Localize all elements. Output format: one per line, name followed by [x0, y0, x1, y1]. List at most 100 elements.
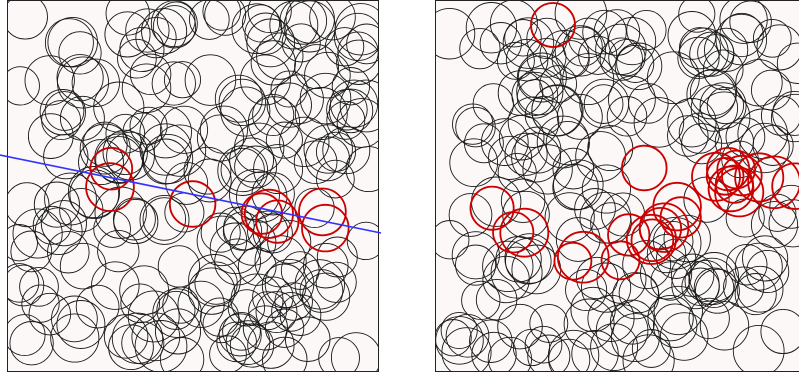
circle: [227, 289, 266, 327]
circle: [736, 265, 784, 313]
circle: [28, 292, 72, 336]
circle: [120, 283, 161, 324]
circle: [647, 51, 700, 105]
circle: [250, 40, 296, 86]
circle: [8, 66, 40, 106]
circle: [436, 7, 476, 60]
highlighted-circle: [630, 218, 675, 263]
circle: [252, 93, 295, 137]
circle: [152, 288, 202, 338]
circle: [482, 240, 534, 293]
circle: [58, 31, 102, 75]
circle: [516, 68, 564, 116]
circle: [241, 4, 281, 43]
circle: [647, 294, 694, 342]
circle: [524, 325, 563, 364]
circle: [689, 68, 738, 116]
circle: [93, 210, 131, 248]
circle: [346, 221, 378, 261]
circle: [339, 79, 378, 133]
circle: [702, 49, 744, 91]
circle: [678, 1, 716, 33]
circle: [734, 242, 783, 291]
circle: [448, 193, 493, 237]
circle: [202, 1, 241, 31]
circle: [108, 324, 154, 371]
circle: [689, 31, 735, 77]
highlighted-circle: [659, 196, 702, 239]
circle: [552, 147, 595, 190]
circle: [511, 71, 559, 119]
circle: [746, 249, 790, 294]
circle: [333, 12, 378, 61]
highlighted-circle: [469, 185, 515, 231]
circle: [143, 133, 194, 185]
circle: [131, 312, 181, 362]
circle: [574, 188, 616, 230]
circle: [667, 115, 709, 157]
circle: [750, 69, 792, 111]
circle: [255, 291, 298, 334]
circle: [285, 1, 335, 44]
circle: [593, 9, 641, 56]
circle: [579, 191, 632, 244]
circle: [75, 284, 120, 329]
circle: [56, 300, 106, 349]
circle: [294, 44, 340, 90]
circle: [496, 41, 535, 80]
circle: [663, 214, 711, 263]
circle: [772, 90, 799, 136]
circle: [599, 37, 643, 81]
circle: [750, 201, 799, 249]
highlighted-circle: [298, 187, 347, 237]
circle: [218, 313, 262, 357]
circle: [694, 268, 740, 314]
circle: [82, 121, 128, 167]
circle: [504, 19, 542, 57]
circle: [732, 324, 785, 371]
circle: [242, 305, 288, 351]
circle: [489, 1, 538, 48]
circle: [315, 261, 357, 303]
circle: [93, 81, 145, 133]
circle: [271, 291, 311, 332]
circle: [497, 303, 543, 350]
circle: [776, 42, 799, 84]
circle: [188, 254, 241, 307]
circle: [698, 91, 751, 144]
circle: [688, 297, 730, 340]
circle: [752, 18, 792, 58]
circle: [628, 83, 669, 124]
circle: [526, 17, 568, 60]
circle: [134, 320, 188, 371]
circle: [78, 139, 124, 186]
circle: [595, 23, 647, 76]
circle: [151, 61, 196, 106]
circle: [471, 331, 517, 371]
circle: [449, 138, 499, 188]
highlighted-circle: [691, 151, 741, 202]
circle: [21, 284, 60, 323]
circle: [488, 135, 533, 180]
circle: [737, 108, 788, 160]
circle: [544, 192, 595, 243]
circle: [610, 313, 660, 363]
circle: [97, 229, 140, 273]
circle: [156, 1, 196, 41]
circle: [274, 74, 324, 125]
circle: [330, 332, 378, 371]
circle: [299, 269, 344, 313]
circle: [608, 17, 657, 66]
circle: [59, 95, 105, 141]
circle: [440, 311, 478, 350]
circle: [522, 144, 573, 195]
circle: [247, 321, 295, 369]
highlighted-circle: [734, 152, 785, 203]
circle: [756, 24, 799, 71]
circle: [50, 313, 100, 363]
circle: [507, 96, 560, 148]
circle: [154, 308, 202, 355]
circle: [633, 97, 685, 148]
circle: [194, 261, 238, 305]
circle: [248, 291, 288, 331]
